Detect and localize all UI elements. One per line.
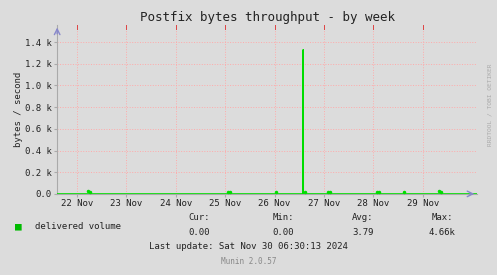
Text: Cur:: Cur: bbox=[188, 213, 210, 222]
Text: Avg:: Avg: bbox=[352, 213, 374, 222]
Text: 0.00: 0.00 bbox=[188, 228, 210, 237]
Text: RRDTOOL / TOBI OETIKER: RRDTOOL / TOBI OETIKER bbox=[487, 63, 492, 146]
Title: Postfix bytes throughput - by week: Postfix bytes throughput - by week bbox=[140, 10, 395, 24]
Text: 0.00: 0.00 bbox=[272, 228, 294, 237]
Text: 4.66k: 4.66k bbox=[429, 228, 456, 237]
Text: ■: ■ bbox=[15, 222, 22, 232]
Text: Max:: Max: bbox=[431, 213, 453, 222]
Text: Munin 2.0.57: Munin 2.0.57 bbox=[221, 257, 276, 266]
Text: delivered volume: delivered volume bbox=[35, 222, 121, 231]
Text: Last update: Sat Nov 30 06:30:13 2024: Last update: Sat Nov 30 06:30:13 2024 bbox=[149, 242, 348, 251]
Text: Min:: Min: bbox=[272, 213, 294, 222]
Text: 3.79: 3.79 bbox=[352, 228, 374, 237]
Y-axis label: bytes / second: bytes / second bbox=[14, 72, 23, 147]
